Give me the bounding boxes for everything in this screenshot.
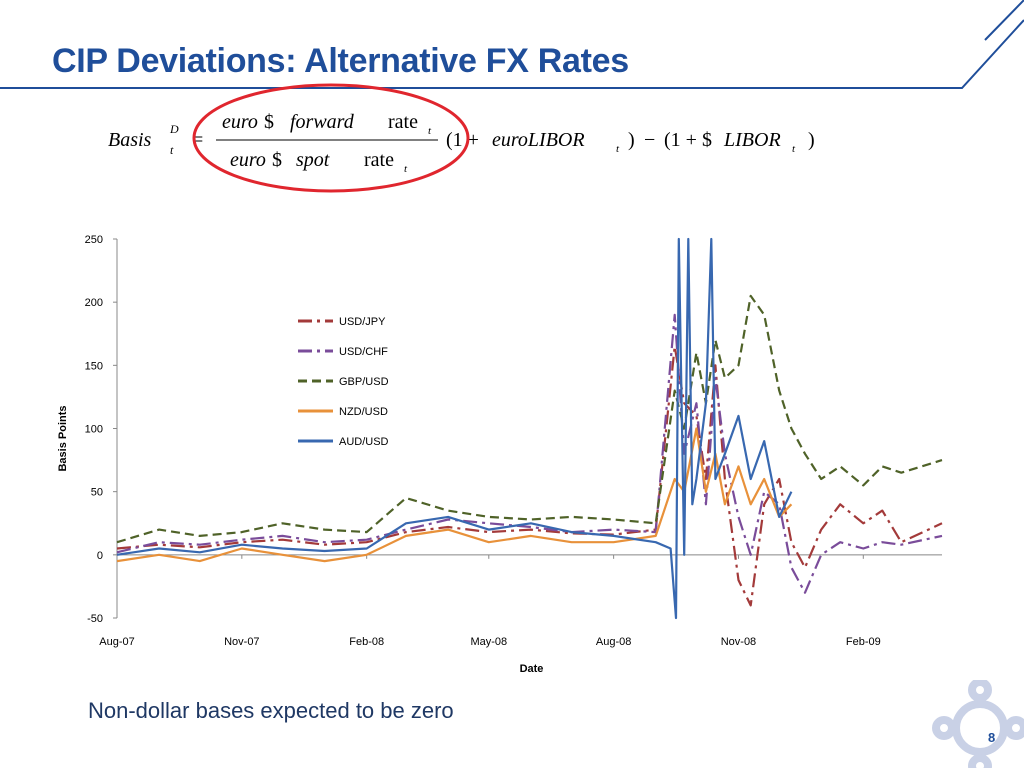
x-tick-label: Nov-08 xyxy=(721,636,756,648)
legend-label: AUD/USD xyxy=(339,436,389,448)
basis-formula: Basis D t = euro $ forward rate t euro $… xyxy=(108,83,815,193)
formula-lhs: Basis xyxy=(108,129,152,151)
y-tick-label: -50 xyxy=(87,613,103,625)
formula-mid-open: (1 + xyxy=(446,129,479,151)
y-tick-label: 250 xyxy=(85,234,103,246)
page-number: 8 xyxy=(988,730,996,745)
logo-ring xyxy=(952,700,1008,756)
formula-mid-sub: t xyxy=(616,143,620,155)
legend-label: USD/JPY xyxy=(339,316,386,328)
series-line-nzd-usd xyxy=(116,427,793,563)
slide-caption: Non-dollar bases expected to be zero xyxy=(88,698,454,723)
formula-num-forward: forward xyxy=(290,111,355,133)
formula-mid-close: ) xyxy=(628,129,635,151)
y-axis-title: Basis Points xyxy=(57,405,69,471)
formula-lhs-sup: D xyxy=(169,122,179,136)
formula-right-open: (1 + $ xyxy=(664,129,712,151)
formula-den-rate: rate xyxy=(364,149,394,171)
y-tick-label: 50 xyxy=(91,487,103,499)
formula-den-euro: euro xyxy=(230,149,266,171)
chart-container: -50 0 50 100 150 200 250 Aug-07 Nov-07 Feb-08 May-… xyxy=(0,220,1024,690)
x-tick-label: May-08 xyxy=(470,636,507,648)
formula-lhs-sub: t xyxy=(170,143,174,157)
formula-right-close: ) xyxy=(808,129,815,151)
legend-label: NZD/USD xyxy=(339,406,388,418)
y-tick-label: 200 xyxy=(85,297,103,309)
logo-node-bottom xyxy=(968,754,992,768)
legend-label: GBP/USD xyxy=(339,376,389,388)
x-tick-label: Feb-08 xyxy=(349,636,384,648)
series-line-gbp-usd xyxy=(116,294,943,544)
logo-node-left xyxy=(932,716,956,740)
y-tick-label: 100 xyxy=(85,424,103,436)
formula-right-libor: LIBOR xyxy=(723,129,781,151)
y-tick-label: 150 xyxy=(85,360,103,372)
series-line-aud-usd xyxy=(116,237,793,620)
formula-right-sub: t xyxy=(792,143,796,155)
formula-den-sub: t xyxy=(404,163,408,175)
slide-title: CIP Deviations: Alternative FX Rates xyxy=(52,42,629,80)
plot-area: -50 0 50 100 150 200 250 Aug-07 Nov-07 Feb-08 May-… xyxy=(57,234,943,675)
x-axis-title: Date xyxy=(520,663,544,675)
x-tick-label: Feb-09 xyxy=(846,636,881,648)
formula-minus: − xyxy=(644,129,655,151)
y-tick-label: 0 xyxy=(97,550,103,562)
formula-den-spot: spot xyxy=(296,149,330,171)
header-rule-corner xyxy=(984,0,1024,41)
formula-den-dollar: $ xyxy=(272,149,282,171)
formula-equals: = xyxy=(192,129,203,151)
basis-chart: -50 0 50 100 150 200 250 Aug-07 Nov-07 Feb-08 May-… xyxy=(57,234,943,675)
logo-node-right xyxy=(1004,716,1024,740)
x-tick-label: Aug-08 xyxy=(596,636,631,648)
header-rule xyxy=(0,0,1024,89)
formula-num-dollar: $ xyxy=(264,111,274,133)
x-tick-label: Nov-07 xyxy=(224,636,259,648)
formula-mid-euro: euroLIBOR xyxy=(492,129,585,151)
highlight-ellipse xyxy=(192,83,470,193)
legend-label: USD/CHF xyxy=(339,346,388,358)
x-tick-label: Aug-07 xyxy=(99,636,134,648)
header-rule-line xyxy=(0,19,1024,89)
logo-node-top xyxy=(968,680,992,702)
corner-logo-icon xyxy=(932,680,1024,768)
series-line-usd-chf xyxy=(116,313,943,594)
formula-num-rate: rate xyxy=(388,111,418,133)
formula-num-sub: t xyxy=(428,125,432,137)
formula-num-euro: euro xyxy=(222,111,258,133)
